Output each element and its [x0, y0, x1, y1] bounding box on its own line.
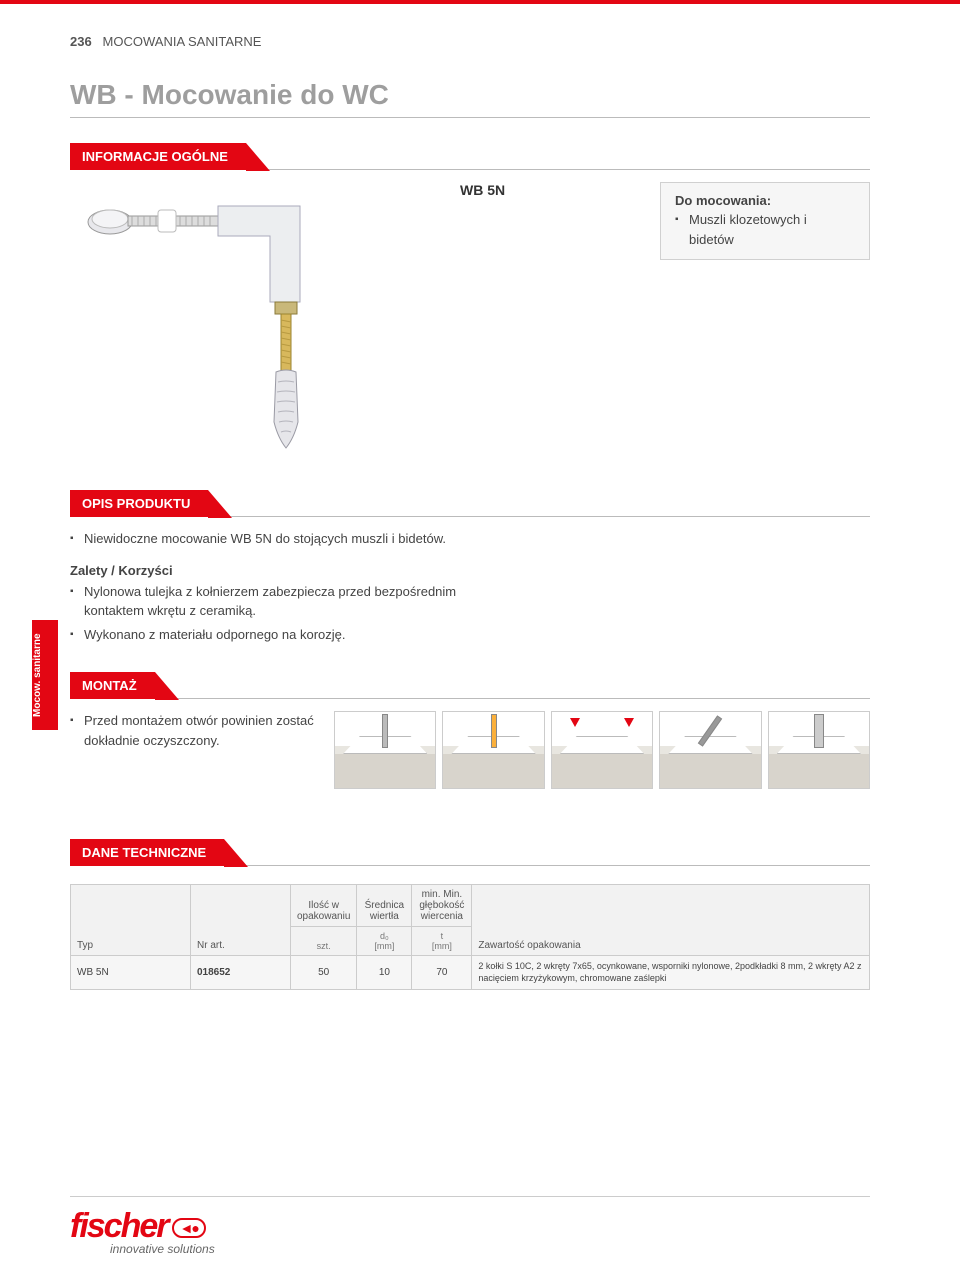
application-box: Do mocowania: Muszli klozetowych i bidet… [660, 182, 870, 260]
col-srednica: Średnica wiertła [357, 885, 412, 927]
col-glebokosc-unit: t[mm] [412, 927, 472, 956]
footer-rule [70, 1196, 870, 1197]
col-glebokosc: min. Min. głębokość wiercenia [412, 885, 472, 927]
section-opis: OPIS PRODUKTU Niewidoczne mocowanie WB 5… [70, 490, 870, 644]
montaz-step-4 [659, 711, 761, 789]
section-info: INFORMACJE OGÓLNE [70, 143, 870, 462]
product-image [70, 182, 440, 462]
section-montaz: MONTAŻ Przed montażem otwór powinien zos… [70, 672, 870, 789]
zalety-heading: Zalety / Korzyści [70, 563, 460, 578]
opis-item: Niewidoczne mocowanie WB 5N do stojących… [70, 529, 460, 549]
cell-ilosc: 50 [291, 956, 357, 990]
product-illustration [70, 182, 440, 462]
montaz-step-3 [551, 711, 653, 789]
side-category-tab: Mocow. sanitarne [32, 620, 58, 730]
cell-zawartosc: 2 kołki S 10C, 2 wkręty 7x65, ocynkowane… [472, 956, 870, 990]
section-tab-opis: OPIS PRODUKTU [70, 490, 208, 517]
section-dane: DANE TECHNICZNE Typ Nr art. Ilość w opak… [70, 839, 870, 990]
col-ilosc-unit: szt. [291, 927, 357, 956]
product-subtitle: WB 5N [460, 182, 640, 198]
section-tab-dane: DANE TECHNICZNE [70, 839, 224, 866]
montaz-item: Przed montażem otwór powinien zostać dok… [70, 711, 320, 750]
col-srednica-unit: d₀[mm] [357, 927, 412, 956]
montaz-step-2 [442, 711, 544, 789]
page-content: 236 MOCOWANIA SANITARNE WB - Mocowanie d… [0, 4, 960, 990]
cell-typ: WB 5N [71, 956, 191, 990]
section-tab-montaz: MONTAŻ [70, 672, 155, 699]
brand-logo: fischer◄● [70, 1207, 870, 1246]
col-typ: Typ [71, 885, 191, 956]
montaz-steps [334, 711, 870, 789]
brand-tagline: innovative solutions [110, 1242, 870, 1256]
cell-nr: 018652 [191, 956, 291, 990]
section-rule [70, 698, 870, 699]
table-row: WB 5N 018652 50 10 70 2 kołki S 10C, 2 w… [71, 956, 870, 990]
footer: fischer◄● innovative solutions [70, 1196, 870, 1256]
col-ilosc: Ilość w opakowaniu [291, 885, 357, 927]
zalety-item: Nylonowa tulejka z kołnierzem zabezpiecz… [70, 582, 460, 621]
col-zawartosc: Zawartość opakowania [472, 885, 870, 956]
title-rule [70, 117, 870, 118]
montaz-step-1 [334, 711, 436, 789]
page-category: MOCOWANIA SANITARNE [103, 34, 262, 49]
cell-srednica: 10 [357, 956, 412, 990]
zalety-item: Wykonano z materiału odpornego na korozj… [70, 625, 460, 645]
page-number: 236 [70, 34, 92, 49]
page-header: 236 MOCOWANIA SANITARNE [70, 34, 870, 49]
montaz-step-5 [768, 711, 870, 789]
fish-icon: ◄● [172, 1218, 206, 1238]
section-tab-info: INFORMACJE OGÓLNE [70, 143, 246, 170]
technical-table: Typ Nr art. Ilość w opakowaniu Średnica … [70, 884, 870, 990]
page-title: WB - Mocowanie do WC [70, 79, 870, 111]
application-item: Muszli klozetowych i bidetów [675, 210, 855, 249]
col-nr: Nr art. [191, 885, 291, 956]
cell-glebokosc: 70 [412, 956, 472, 990]
application-heading: Do mocowania: [675, 193, 855, 208]
